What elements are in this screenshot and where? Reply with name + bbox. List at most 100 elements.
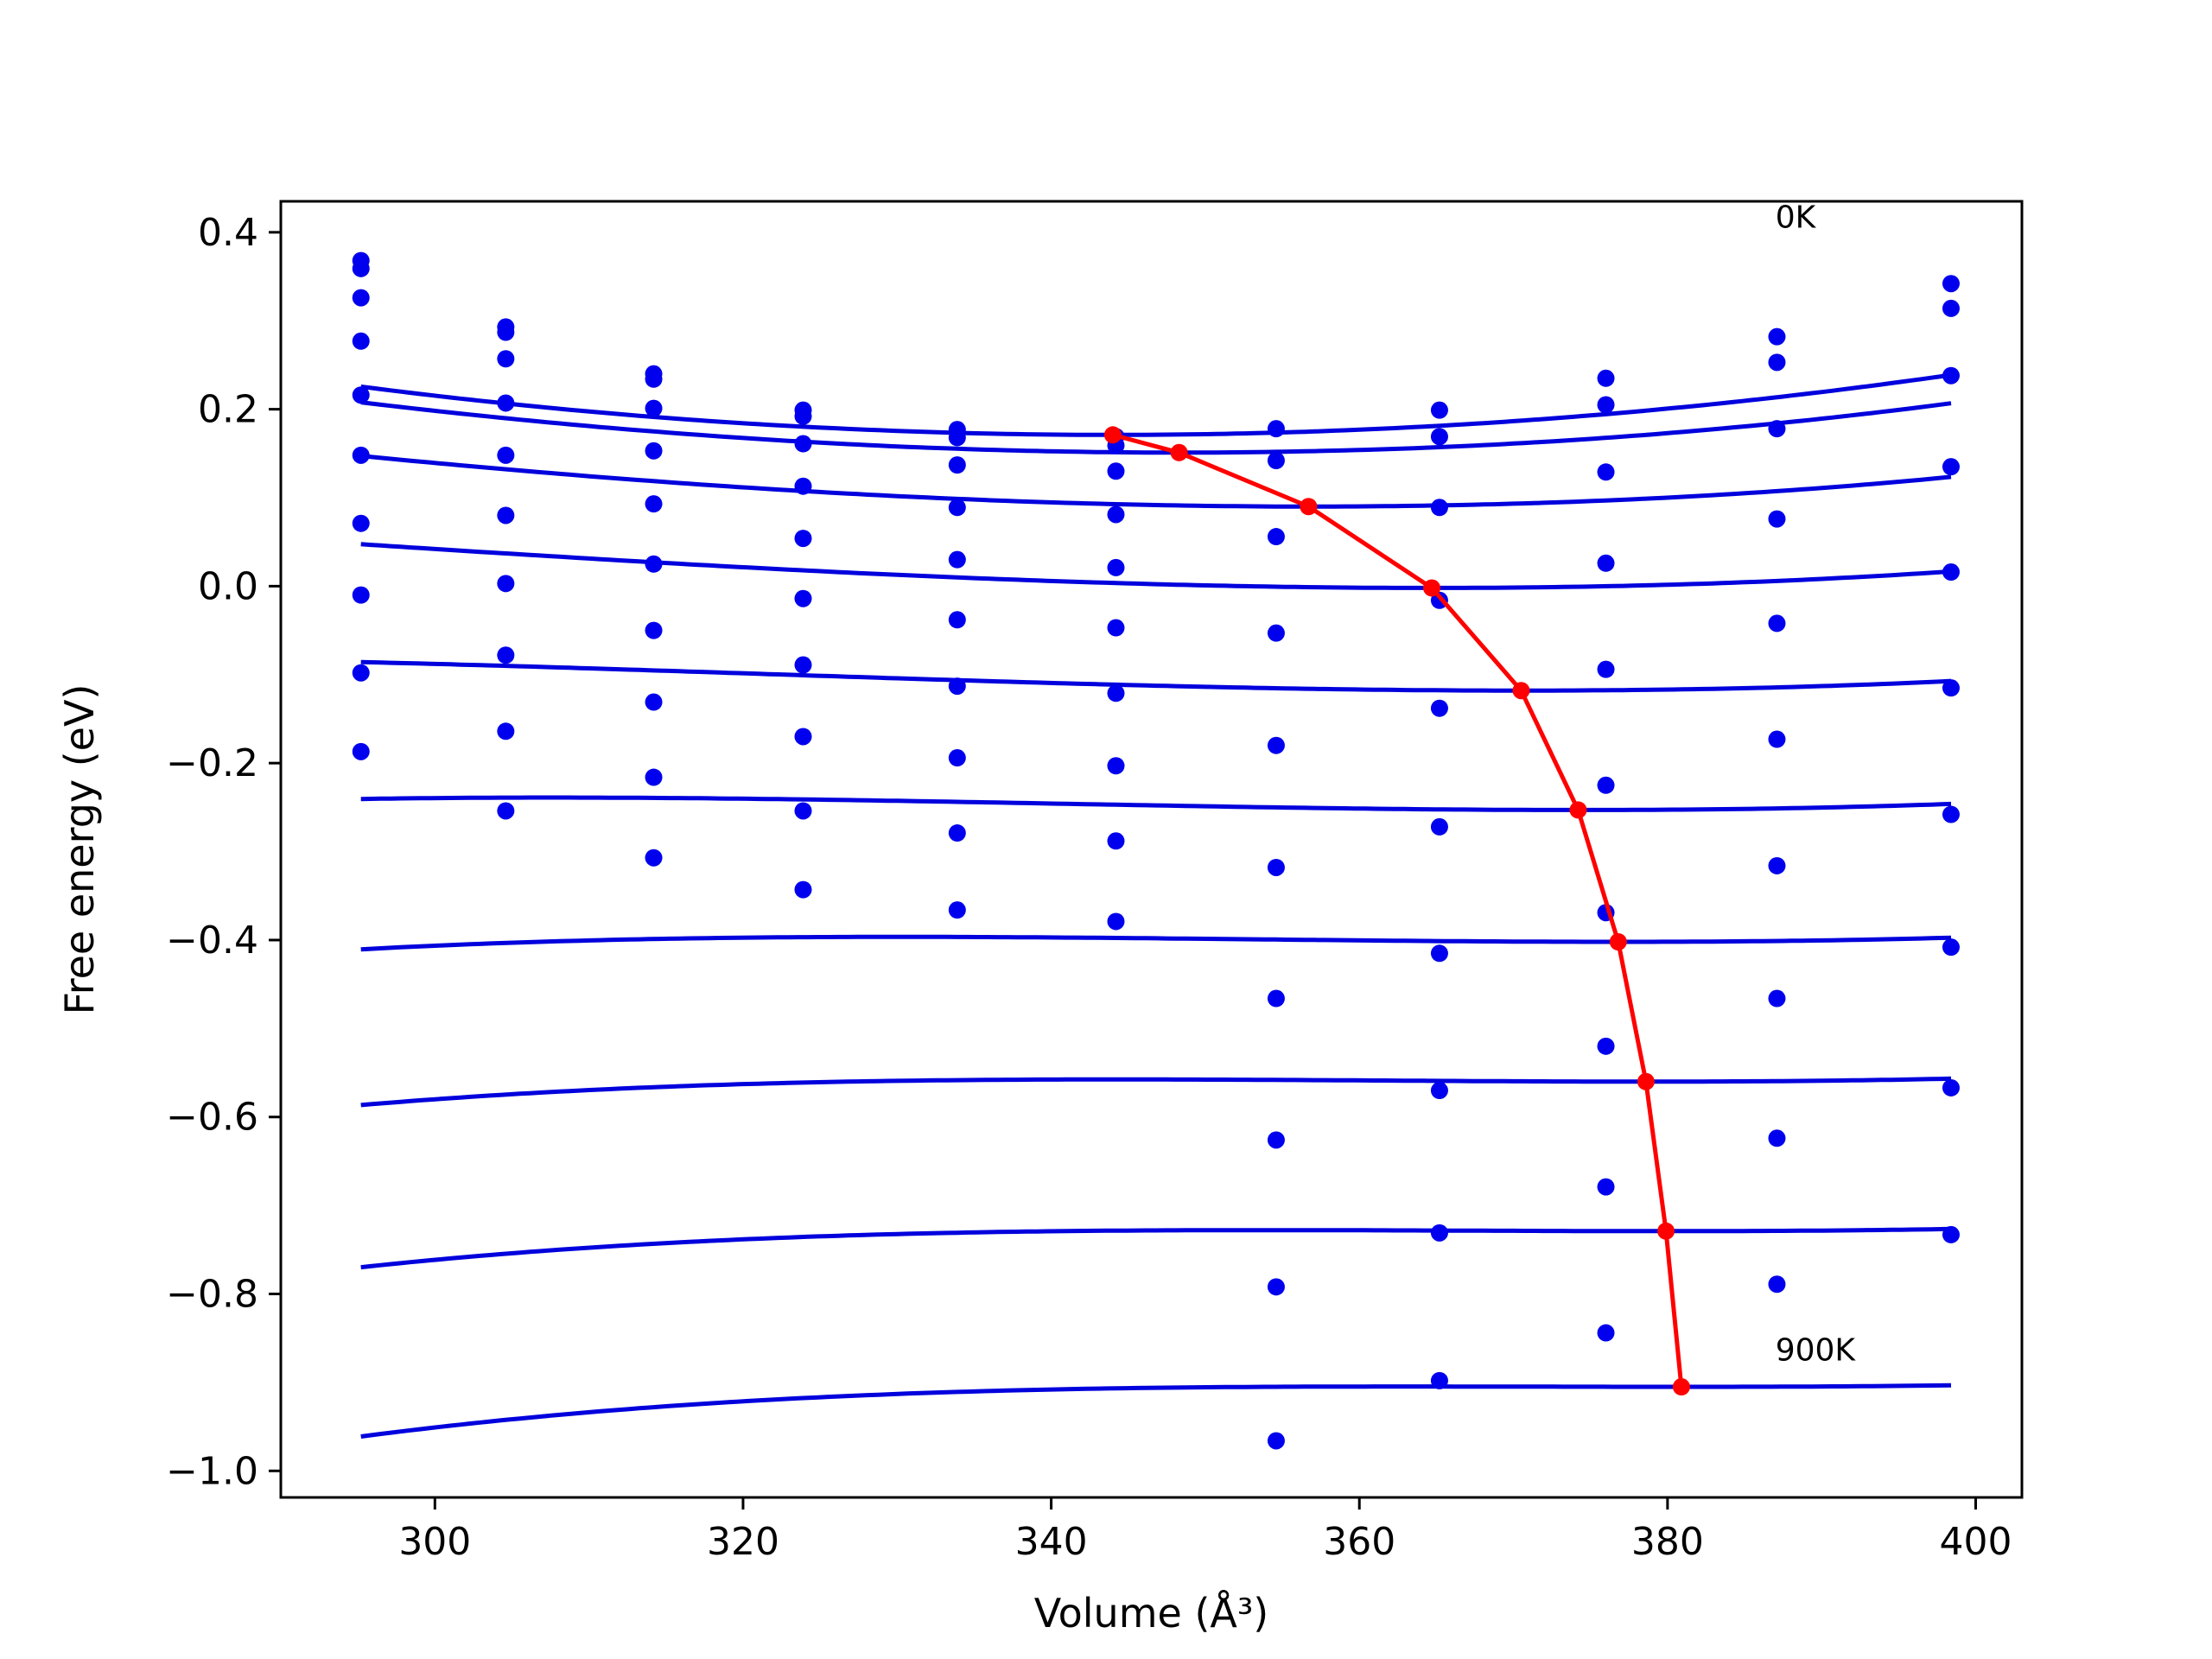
data-point — [352, 514, 370, 532]
data-point — [948, 550, 966, 569]
y-tick-label: −1.0 — [166, 1449, 258, 1493]
data-point — [1597, 369, 1615, 387]
data-point — [1107, 832, 1125, 850]
data-point — [794, 880, 812, 899]
data-point — [645, 621, 663, 639]
data-point — [794, 656, 812, 674]
data-point — [1267, 528, 1285, 546]
minimum-point — [1423, 579, 1441, 597]
data-point — [948, 456, 966, 474]
data-point — [948, 611, 966, 629]
fit-curve-3 — [360, 542, 1952, 590]
temperature-annotation: 900K — [1776, 1332, 1857, 1368]
data-point — [1768, 856, 1786, 874]
data-point — [1768, 614, 1786, 632]
data-point — [1597, 1324, 1615, 1342]
data-point — [1597, 776, 1615, 794]
data-point — [1942, 458, 1960, 476]
data-point — [352, 742, 370, 760]
data-point — [1267, 989, 1285, 1007]
data-point — [645, 555, 663, 573]
data-point — [1107, 757, 1125, 775]
x-axis-label: Volume (Å³) — [1034, 1590, 1269, 1637]
data-point — [497, 446, 515, 464]
x-tick-label: 300 — [398, 1520, 471, 1564]
data-point — [1942, 1225, 1960, 1243]
data-point — [645, 693, 663, 711]
data-point — [352, 289, 370, 307]
data-point — [1768, 1275, 1786, 1294]
data-point — [497, 802, 515, 820]
data-point — [497, 350, 515, 368]
data-point — [948, 677, 966, 696]
data-point — [1768, 730, 1786, 748]
data-point — [1768, 510, 1786, 528]
data-point — [1267, 624, 1285, 642]
y-tick-label: −0.2 — [166, 741, 258, 785]
annotations: 0K 900K — [1776, 200, 1857, 1369]
y-tick-label: −0.8 — [166, 1273, 258, 1317]
x-tick-label: 360 — [1323, 1520, 1395, 1564]
fit-curve-5 — [360, 795, 1952, 812]
fit-curve-7 — [360, 1076, 1952, 1108]
data-point — [352, 332, 370, 350]
data-point — [1942, 938, 1960, 957]
x-tick-label: 400 — [1940, 1520, 2012, 1564]
data-point — [1267, 858, 1285, 876]
data-point — [1430, 428, 1448, 446]
data-point — [352, 446, 370, 464]
data-point — [1768, 327, 1786, 346]
data-point — [1267, 1131, 1285, 1149]
minimum-point — [1637, 1072, 1655, 1090]
data-point — [794, 407, 812, 425]
data-point — [497, 323, 515, 341]
data-point — [1430, 1224, 1448, 1242]
data-point — [794, 477, 812, 495]
data-point — [1942, 366, 1960, 385]
y-tick-label: −0.4 — [166, 918, 258, 963]
data-point — [1430, 944, 1448, 963]
plot-area — [352, 251, 1960, 1450]
data-point — [1768, 1129, 1786, 1147]
data-point — [1942, 805, 1960, 823]
data-point — [497, 722, 515, 741]
data-point — [1267, 452, 1285, 469]
minimum-point — [1569, 801, 1587, 819]
data-point — [352, 664, 370, 682]
minimum-path-line — [1112, 432, 1684, 1388]
x-tick-label: 340 — [1015, 1520, 1088, 1564]
data-point — [1768, 420, 1786, 438]
minimum-point — [1672, 1378, 1690, 1396]
data-point — [1597, 554, 1615, 572]
data-point — [1107, 684, 1125, 702]
data-point — [1597, 1037, 1615, 1055]
data-point — [1267, 420, 1285, 438]
data-point — [497, 575, 515, 593]
data-point — [1597, 1178, 1615, 1196]
y-axis: 0.4 0.2 0.0 −0.2 −0.4 −0.6 −0.8 −1.0 — [166, 211, 281, 1493]
data-point — [352, 386, 370, 404]
data-point — [497, 506, 515, 524]
data-point — [1768, 353, 1786, 372]
data-point — [645, 399, 663, 417]
data-point — [1430, 1371, 1448, 1389]
data-point — [1107, 619, 1125, 637]
x-tick-label: 320 — [707, 1520, 779, 1564]
data-point — [1597, 463, 1615, 481]
data-point — [948, 429, 966, 447]
minimum-point — [1657, 1222, 1675, 1240]
data-point — [1597, 396, 1615, 414]
data-point — [1430, 401, 1448, 419]
data-point — [1430, 1082, 1448, 1100]
fit-curve-1 — [360, 400, 1952, 455]
fit-curve-0 — [360, 372, 1952, 437]
data-point — [1430, 699, 1448, 717]
y-axis-label: Free energy (eV) — [56, 684, 103, 1015]
minimum-point — [1170, 443, 1188, 461]
data-point — [1107, 462, 1125, 480]
minimum-point — [1512, 682, 1530, 700]
data-point — [1107, 912, 1125, 931]
data-point — [497, 394, 515, 412]
